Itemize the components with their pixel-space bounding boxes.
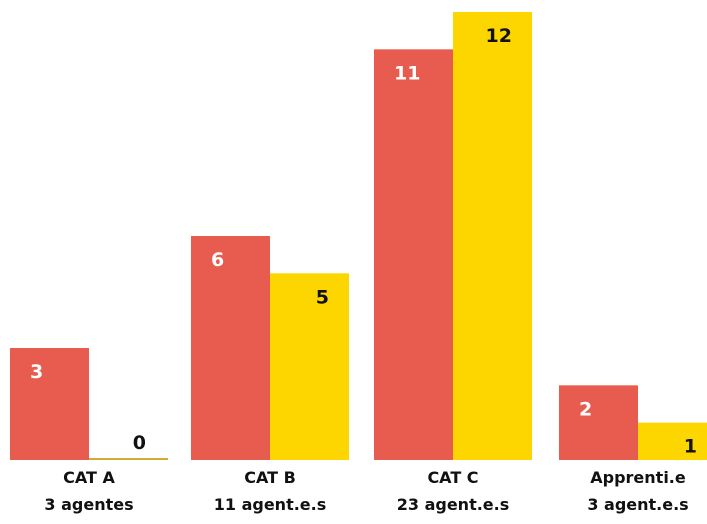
bar-1-2 [374, 49, 453, 460]
value-label-1-0: 3 [30, 361, 43, 383]
bar-2-0 [89, 458, 168, 460]
category-label-2: CAT C [427, 468, 478, 487]
value-label-2-2: 12 [486, 25, 512, 47]
category-sublabel-0: 3 agentes [44, 495, 133, 514]
value-label-1-3: 2 [579, 398, 592, 420]
category-sublabel-1: 11 agent.e.s [214, 495, 327, 514]
value-label-1-2: 11 [394, 62, 420, 84]
bar-1-3 [559, 385, 638, 460]
value-label-2-0: 0 [133, 432, 146, 454]
value-label-2-1: 5 [316, 286, 329, 308]
bar-1-1 [191, 236, 270, 460]
value-label-1-1: 6 [211, 249, 224, 271]
category-label-3: Apprenti.e [590, 468, 686, 487]
bar-2-1 [270, 273, 349, 460]
category-sublabel-2: 23 agent.e.s [397, 495, 510, 514]
bar-2-2 [453, 12, 532, 460]
bar-1-0 [10, 348, 89, 460]
category-label-0: CAT A [63, 468, 115, 487]
value-label-2-3: 1 [684, 436, 697, 458]
category-sublabel-3: 3 agent.e.s [587, 495, 688, 514]
bar-2-3 [638, 422, 707, 460]
category-label-1: CAT B [244, 468, 296, 487]
